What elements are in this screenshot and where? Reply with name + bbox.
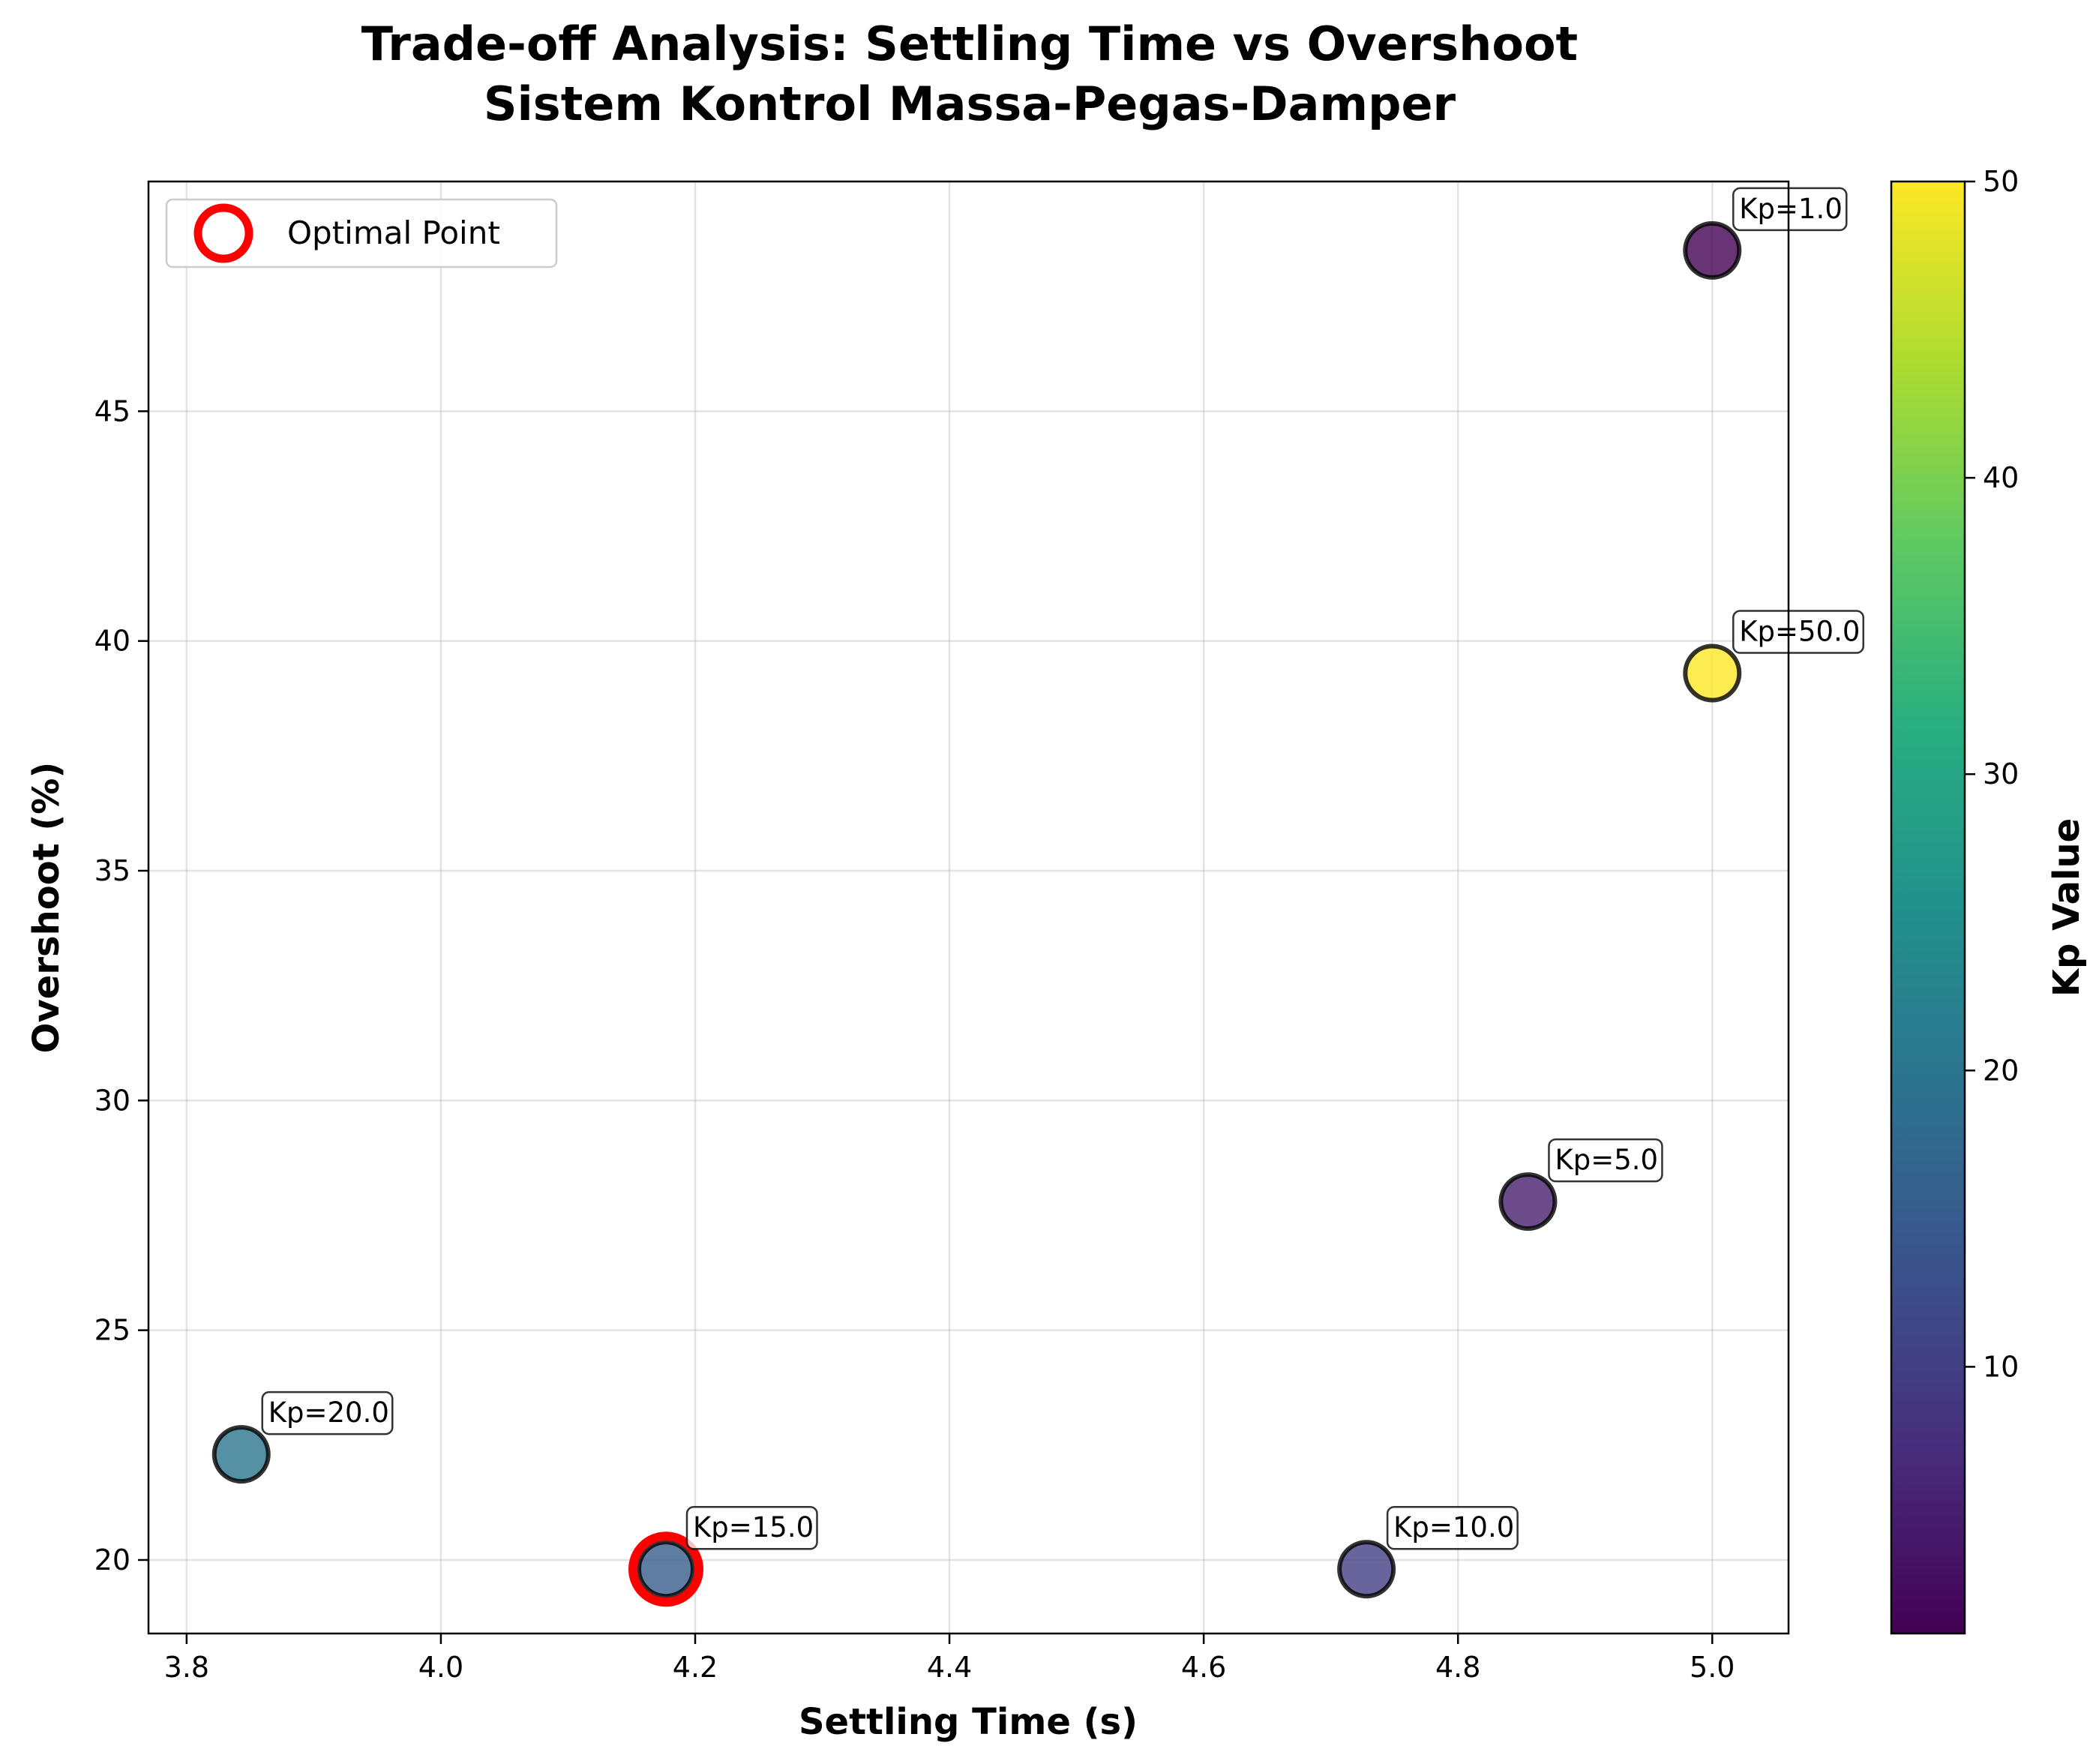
annotation-label: Kp=50.0 (1739, 616, 1860, 648)
plot-area: 3.8 4.0 4.2 4.4 4.6 4.8 5.0 20 25 30 35 40 45 Kp=1.0… (94, 180, 1865, 1684)
colorbar: 10 20 30 40 50 Kp Value (1890, 165, 2088, 1635)
colorbar-gradient (1890, 180, 1966, 1635)
x-tick-label: 4.0 (418, 1651, 463, 1684)
data-point (1683, 644, 1742, 703)
data-point (637, 1540, 696, 1599)
annotation-box (685, 1505, 818, 1550)
y-tick-label: 20 (94, 1544, 130, 1576)
legend-frame (165, 198, 558, 268)
data-point (1498, 1172, 1558, 1232)
optimal-point-marker (628, 1532, 704, 1607)
colorbar-tick-label: 50 (1983, 165, 2019, 198)
x-tick-label: 4.6 (1181, 1651, 1226, 1684)
annotation-box (1732, 187, 1848, 232)
y-tick-label: 30 (94, 1084, 130, 1117)
x-tick-label: 4.4 (927, 1651, 972, 1684)
chart-subtitle: Sistem Kontrol Massa-Pegas-Damper (484, 76, 1456, 131)
x-axis-title: Settling Time (s) (799, 1701, 1138, 1743)
y-tick-label: 45 (94, 394, 130, 428)
data-point (1683, 220, 1742, 280)
legend: Optimal Point (165, 198, 558, 268)
colorbar-tick-label: 10 (1983, 1350, 2019, 1383)
colorbar-tick-label: 20 (1983, 1054, 2019, 1087)
points-layer (211, 220, 1742, 1607)
y-tick-label: 35 (94, 854, 130, 887)
annotation-layer: Kp=1.0 Kp=5.0 Kp=10.0 Kp=15.0 Kp=20.0 Kp=50.0 (261, 187, 1865, 1550)
x-tick-label: 4.8 (1435, 1651, 1480, 1684)
x-tick-label: 5.0 (1690, 1651, 1735, 1684)
y-tick-label: 25 (94, 1314, 130, 1347)
colorbar-tick-label: 40 (1983, 461, 2019, 494)
annotation-box (261, 1390, 394, 1436)
grid-layer (148, 182, 1789, 1634)
y-tick-label: 40 (94, 625, 130, 658)
annotation-label: Kp=20.0 (268, 1396, 389, 1429)
data-point (1337, 1540, 1396, 1599)
tick-layer: 3.8 4.0 4.2 4.4 4.6 4.8 5.0 20 25 30 35 40 45 (94, 394, 1735, 1684)
annotation-box (1732, 610, 1865, 654)
annotation-label: Kp=1.0 (1739, 193, 1843, 225)
chart-title: Trade-off Analysis: Settling Time vs Ove… (361, 16, 1578, 71)
legend-label-optimal: Optimal Point (287, 214, 500, 251)
y-axis-title: Overshoot (%) (25, 762, 67, 1054)
annotation-label: Kp=5.0 (1555, 1144, 1658, 1176)
annotation-label: Kp=10.0 (1393, 1511, 1514, 1544)
annotation-box (1548, 1138, 1663, 1183)
colorbar-title: Kp Value (2046, 818, 2088, 997)
annotation-label: Kp=15.0 (693, 1511, 814, 1544)
legend-optimal-marker (193, 203, 253, 263)
annotation-box (1386, 1505, 1519, 1550)
data-point (211, 1425, 271, 1484)
plot-background (148, 182, 1789, 1634)
x-tick-label: 3.8 (164, 1651, 209, 1684)
colorbar-ticks: 10 20 30 40 50 (1965, 165, 2019, 1383)
plot-frame (147, 180, 1790, 1635)
colorbar-tick-label: 30 (1983, 758, 2019, 790)
x-tick-label: 4.2 (673, 1651, 718, 1684)
